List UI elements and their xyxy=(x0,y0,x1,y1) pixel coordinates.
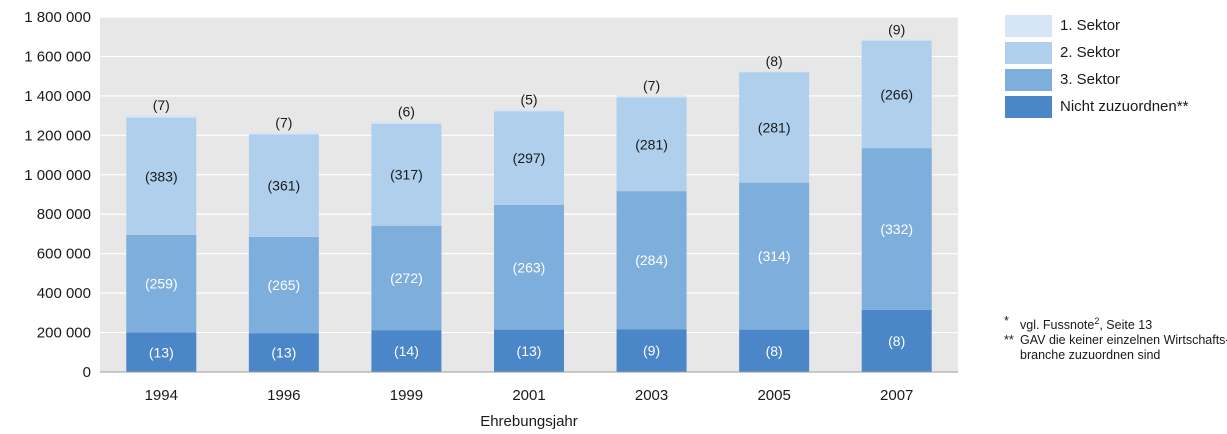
footnote-mark: ** xyxy=(1004,333,1014,348)
data-label: (272) xyxy=(390,270,423,286)
bar-segment xyxy=(371,123,442,226)
legend-label: Nicht zuzuordnen** xyxy=(1060,98,1189,115)
bar-segment xyxy=(126,332,197,372)
legend-swatch xyxy=(1005,41,1052,64)
y-tick-label: 400 000 xyxy=(37,285,91,302)
data-label: (383) xyxy=(145,168,178,184)
data-label: (297) xyxy=(513,150,546,166)
footnote-2-continuation: branche zuzuordnen sind xyxy=(1020,348,1161,363)
data-label: (266) xyxy=(880,86,913,102)
data-label: (314) xyxy=(758,248,791,264)
bar-segment xyxy=(126,117,197,235)
bar-segment xyxy=(494,111,564,205)
footnote-1: * vgl. Fussnote2, Seite 13 xyxy=(1004,314,1227,333)
data-label: (332) xyxy=(880,221,913,237)
bar-segment xyxy=(494,109,564,112)
x-axis-label: Ehrebungsjahr xyxy=(480,413,578,430)
data-label: (14) xyxy=(394,343,419,359)
y-tick-label: 1 200 000 xyxy=(24,127,91,144)
y-tick-label: 1 400 000 xyxy=(24,88,91,105)
y-tick-label: 200 000 xyxy=(37,325,91,342)
data-label: (13) xyxy=(517,343,542,359)
bar-segment xyxy=(248,236,319,334)
x-tick-label: 2001 xyxy=(512,387,545,404)
footnote-mark: * xyxy=(1004,314,1009,328)
bar-segment xyxy=(248,134,319,237)
bar-segment xyxy=(126,115,197,118)
bar-segment xyxy=(494,329,564,372)
data-label: (265) xyxy=(268,277,301,293)
data-label: (8) xyxy=(766,343,783,359)
y-tick-label: 1 000 000 xyxy=(24,167,91,184)
bar-segment xyxy=(616,191,687,330)
data-label: (6) xyxy=(398,104,415,120)
x-tick-label: 1994 xyxy=(145,387,178,404)
footnote-text: vgl. Fussnote2, Seite 13 xyxy=(1020,316,1153,333)
bar-segment xyxy=(371,121,442,124)
x-tick-label: 2007 xyxy=(880,387,913,404)
bar-segment xyxy=(739,72,810,183)
y-tick-label: 600 000 xyxy=(37,246,91,263)
bar-segment xyxy=(861,309,932,372)
y-tick-label: 0 xyxy=(83,364,91,381)
legend-swatch xyxy=(1005,68,1052,91)
data-label: (7) xyxy=(275,114,292,130)
stacked-bar-chart: 0 200 000 400 000 600 000 800 000 1 000 000 1 … xyxy=(24,9,958,430)
data-label: (8) xyxy=(888,333,905,349)
data-label: (9) xyxy=(888,21,905,37)
data-label: (281) xyxy=(635,136,668,152)
bar-segment xyxy=(371,330,442,372)
y-tick-label: 800 000 xyxy=(37,206,91,223)
legend-swatch xyxy=(1005,95,1052,118)
legend-item-nicht-zuzuordnen: Nicht zuzuordnen** xyxy=(1005,95,1188,118)
data-label: (284) xyxy=(635,252,668,268)
bar-segment xyxy=(739,329,810,372)
bar-segment xyxy=(494,204,564,330)
bar-segment xyxy=(739,71,810,73)
legend-item-sektor-1: 1. Sektor xyxy=(1005,14,1188,37)
bar-segment xyxy=(861,148,932,310)
legend-label: 3. Sektor xyxy=(1060,71,1121,88)
bar-segment xyxy=(739,182,810,330)
bar-segment xyxy=(371,225,442,331)
legend-swatch xyxy=(1005,14,1052,37)
bar-segment xyxy=(616,97,687,192)
bar-segment xyxy=(248,333,319,372)
data-label: (9) xyxy=(643,343,660,359)
legend-label: 2. Sektor xyxy=(1060,44,1121,61)
data-label: (263) xyxy=(513,259,546,275)
legend: 1. Sektor 2. Sektor 3. Sektor Nicht zuzu… xyxy=(1005,14,1188,122)
data-label: (7) xyxy=(153,97,170,113)
y-tick-label: 1 600 000 xyxy=(24,48,91,65)
legend-item-sektor-2: 2. Sektor xyxy=(1005,41,1188,64)
data-label: (259) xyxy=(145,276,178,292)
data-label: (7) xyxy=(643,77,660,93)
bar-segment xyxy=(861,39,932,41)
data-label: (13) xyxy=(149,344,174,360)
bar-segment xyxy=(126,234,197,333)
bar-segment xyxy=(616,95,687,98)
x-tick-label: 2003 xyxy=(635,387,668,404)
bar-segment xyxy=(248,132,319,135)
bar-segment xyxy=(616,329,687,372)
data-label: (317) xyxy=(390,167,423,183)
y-tick-label: 1 800 000 xyxy=(24,9,91,26)
legend-label: 1. Sektor xyxy=(1060,17,1121,34)
data-label: (361) xyxy=(268,178,301,194)
data-label: (13) xyxy=(271,345,296,361)
data-label: (8) xyxy=(766,53,783,69)
legend-item-sektor-3: 3. Sektor xyxy=(1005,68,1188,91)
data-label: (5) xyxy=(520,91,537,107)
bar-segment xyxy=(861,40,932,149)
footnotes: * vgl. Fussnote2, Seite 13 ** GAV die ke… xyxy=(1004,314,1227,363)
footnote-2: ** GAV die keiner einzelnen Wirtschafts- xyxy=(1004,333,1227,348)
x-tick-label: 2005 xyxy=(757,387,790,404)
footnote-text: GAV die keiner einzelnen Wirtschafts- xyxy=(1020,333,1227,348)
data-label: (281) xyxy=(758,119,791,135)
x-tick-label: 1999 xyxy=(390,387,423,404)
x-tick-label: 1996 xyxy=(267,387,300,404)
